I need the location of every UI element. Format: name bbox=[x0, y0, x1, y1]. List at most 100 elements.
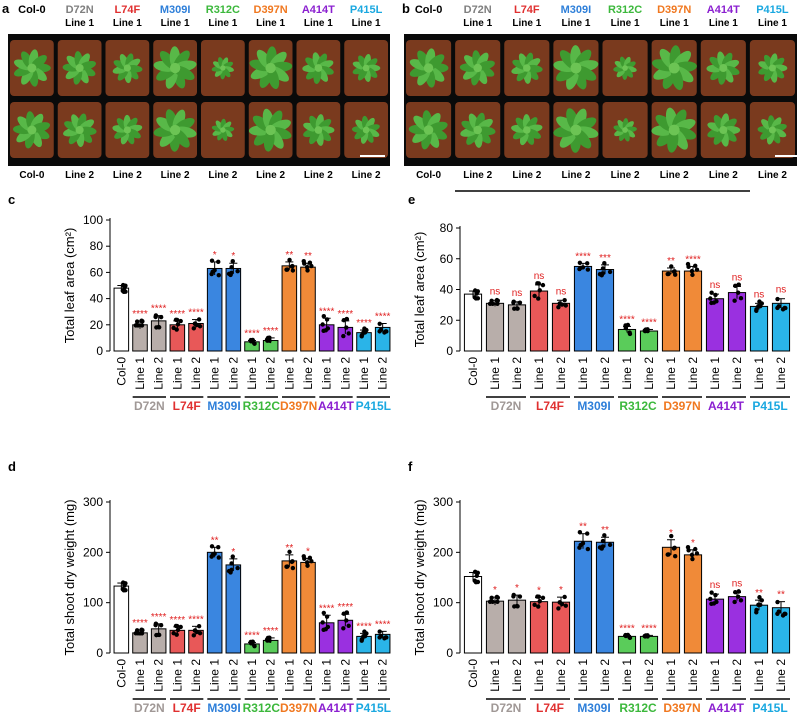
x-tick-label: Line 1 bbox=[170, 357, 184, 390]
data-point bbox=[248, 640, 254, 646]
data-point bbox=[173, 317, 179, 323]
x-tick-label: Line 1 bbox=[488, 659, 502, 692]
data-point bbox=[536, 604, 541, 609]
top-label-line: Line 1 bbox=[161, 18, 190, 29]
significance-label: ns bbox=[490, 286, 501, 297]
data-point bbox=[487, 301, 493, 306]
bar bbox=[683, 554, 703, 654]
x-tick-label: Col-0 bbox=[466, 659, 480, 688]
x-tick-label: Line 2 bbox=[264, 357, 278, 390]
rosette-center bbox=[265, 124, 276, 136]
data-point bbox=[495, 298, 501, 303]
data-point bbox=[196, 317, 202, 322]
chart-d: d 0 100 200 300 Total shoot dry weight (mg) Co… bbox=[8, 459, 391, 715]
x-tick-label: Line 2 bbox=[510, 659, 524, 692]
data-point bbox=[362, 629, 367, 634]
x-tick-label: Line 1 bbox=[664, 357, 678, 390]
data-point bbox=[602, 533, 607, 538]
bottom-label: Line 2 bbox=[65, 170, 94, 181]
significance-label: ** bbox=[285, 543, 293, 554]
bar bbox=[573, 540, 593, 654]
group-label-a414t: A414T bbox=[708, 399, 745, 413]
data-point bbox=[344, 618, 349, 623]
data-point bbox=[736, 589, 741, 594]
bottom-label: Line 2 bbox=[304, 170, 333, 181]
rosette-center bbox=[719, 63, 728, 73]
group-label-m309i: M309I bbox=[207, 701, 240, 715]
significance-label: **** bbox=[685, 254, 701, 265]
significance-label: ns bbox=[732, 579, 743, 590]
y-tick-label: 100 bbox=[433, 596, 453, 610]
panel-letter: f bbox=[408, 459, 413, 474]
rosette-center bbox=[169, 62, 181, 74]
top-label-m309i: M309I bbox=[160, 4, 191, 16]
significance-label: ns bbox=[534, 271, 545, 282]
rosette-center bbox=[314, 126, 323, 134]
y-tick-label: 200 bbox=[83, 545, 103, 559]
data-point bbox=[709, 601, 714, 606]
group-label-r312c: R312C bbox=[243, 399, 281, 413]
data-point bbox=[320, 322, 325, 327]
data-point bbox=[230, 259, 235, 264]
data-point bbox=[585, 267, 591, 272]
group-label-a414t: A414T bbox=[708, 701, 745, 715]
rosette-center bbox=[75, 63, 84, 73]
rosette-center bbox=[362, 64, 370, 72]
group-label-m309i: M309I bbox=[577, 399, 610, 413]
bottom-label: Line 2 bbox=[113, 170, 142, 181]
bottom-label: Line 2 bbox=[611, 170, 640, 181]
significance-label: * bbox=[537, 586, 541, 597]
y-tick-label: 300 bbox=[433, 495, 453, 509]
group-label-d72n: D72N bbox=[491, 399, 522, 413]
bottom-label: Line 2 bbox=[561, 170, 590, 181]
bar bbox=[529, 601, 549, 654]
data-point bbox=[759, 598, 765, 603]
significance-label: **** bbox=[151, 304, 167, 315]
data-point bbox=[757, 299, 762, 304]
data-point bbox=[325, 326, 331, 331]
x-tick-label: Line 1 bbox=[532, 357, 546, 390]
bar bbox=[617, 328, 637, 352]
data-point bbox=[685, 261, 691, 267]
panel-a-plants bbox=[10, 40, 388, 158]
data-point bbox=[252, 643, 257, 649]
data-point bbox=[175, 627, 181, 633]
data-point bbox=[134, 319, 140, 324]
bar bbox=[749, 305, 769, 352]
x-tick-label: Line 1 bbox=[664, 659, 678, 692]
x-tick-label: Line 1 bbox=[752, 357, 766, 390]
group-label-r312c: R312C bbox=[243, 701, 281, 715]
y-axis-label: Total shoot dry weight (mg) bbox=[62, 499, 77, 655]
data-point bbox=[714, 299, 719, 304]
rosette-center bbox=[423, 125, 434, 135]
bottom-label: Line 2 bbox=[463, 170, 492, 181]
data-point bbox=[321, 328, 326, 334]
data-point bbox=[738, 296, 744, 301]
data-point bbox=[537, 288, 542, 293]
data-point bbox=[694, 267, 700, 272]
bar bbox=[281, 265, 298, 352]
data-point bbox=[599, 273, 604, 278]
data-point bbox=[665, 271, 670, 277]
data-point bbox=[341, 626, 346, 631]
significance-label: * bbox=[691, 538, 695, 549]
x-tick-label: Line 1 bbox=[708, 659, 722, 692]
data-point bbox=[578, 265, 583, 271]
data-point bbox=[158, 314, 164, 320]
data-point bbox=[265, 336, 271, 342]
group-label-d72n: D72N bbox=[134, 701, 165, 715]
x-tick-label: Line 1 bbox=[532, 659, 546, 692]
data-point bbox=[175, 322, 181, 327]
significance-label: ** bbox=[285, 250, 293, 261]
panel-b-plants bbox=[406, 40, 795, 158]
x-tick-label: Line 2 bbox=[338, 659, 352, 692]
top-label-col-0: Col-0 bbox=[18, 4, 46, 16]
data-point bbox=[383, 635, 388, 640]
scale-bar bbox=[775, 155, 800, 157]
significance-label: **** bbox=[319, 603, 335, 614]
rosette-center bbox=[570, 62, 582, 74]
data-point bbox=[216, 555, 221, 560]
data-point bbox=[540, 595, 546, 600]
panel-letter: c bbox=[8, 192, 15, 207]
bar bbox=[749, 604, 769, 654]
